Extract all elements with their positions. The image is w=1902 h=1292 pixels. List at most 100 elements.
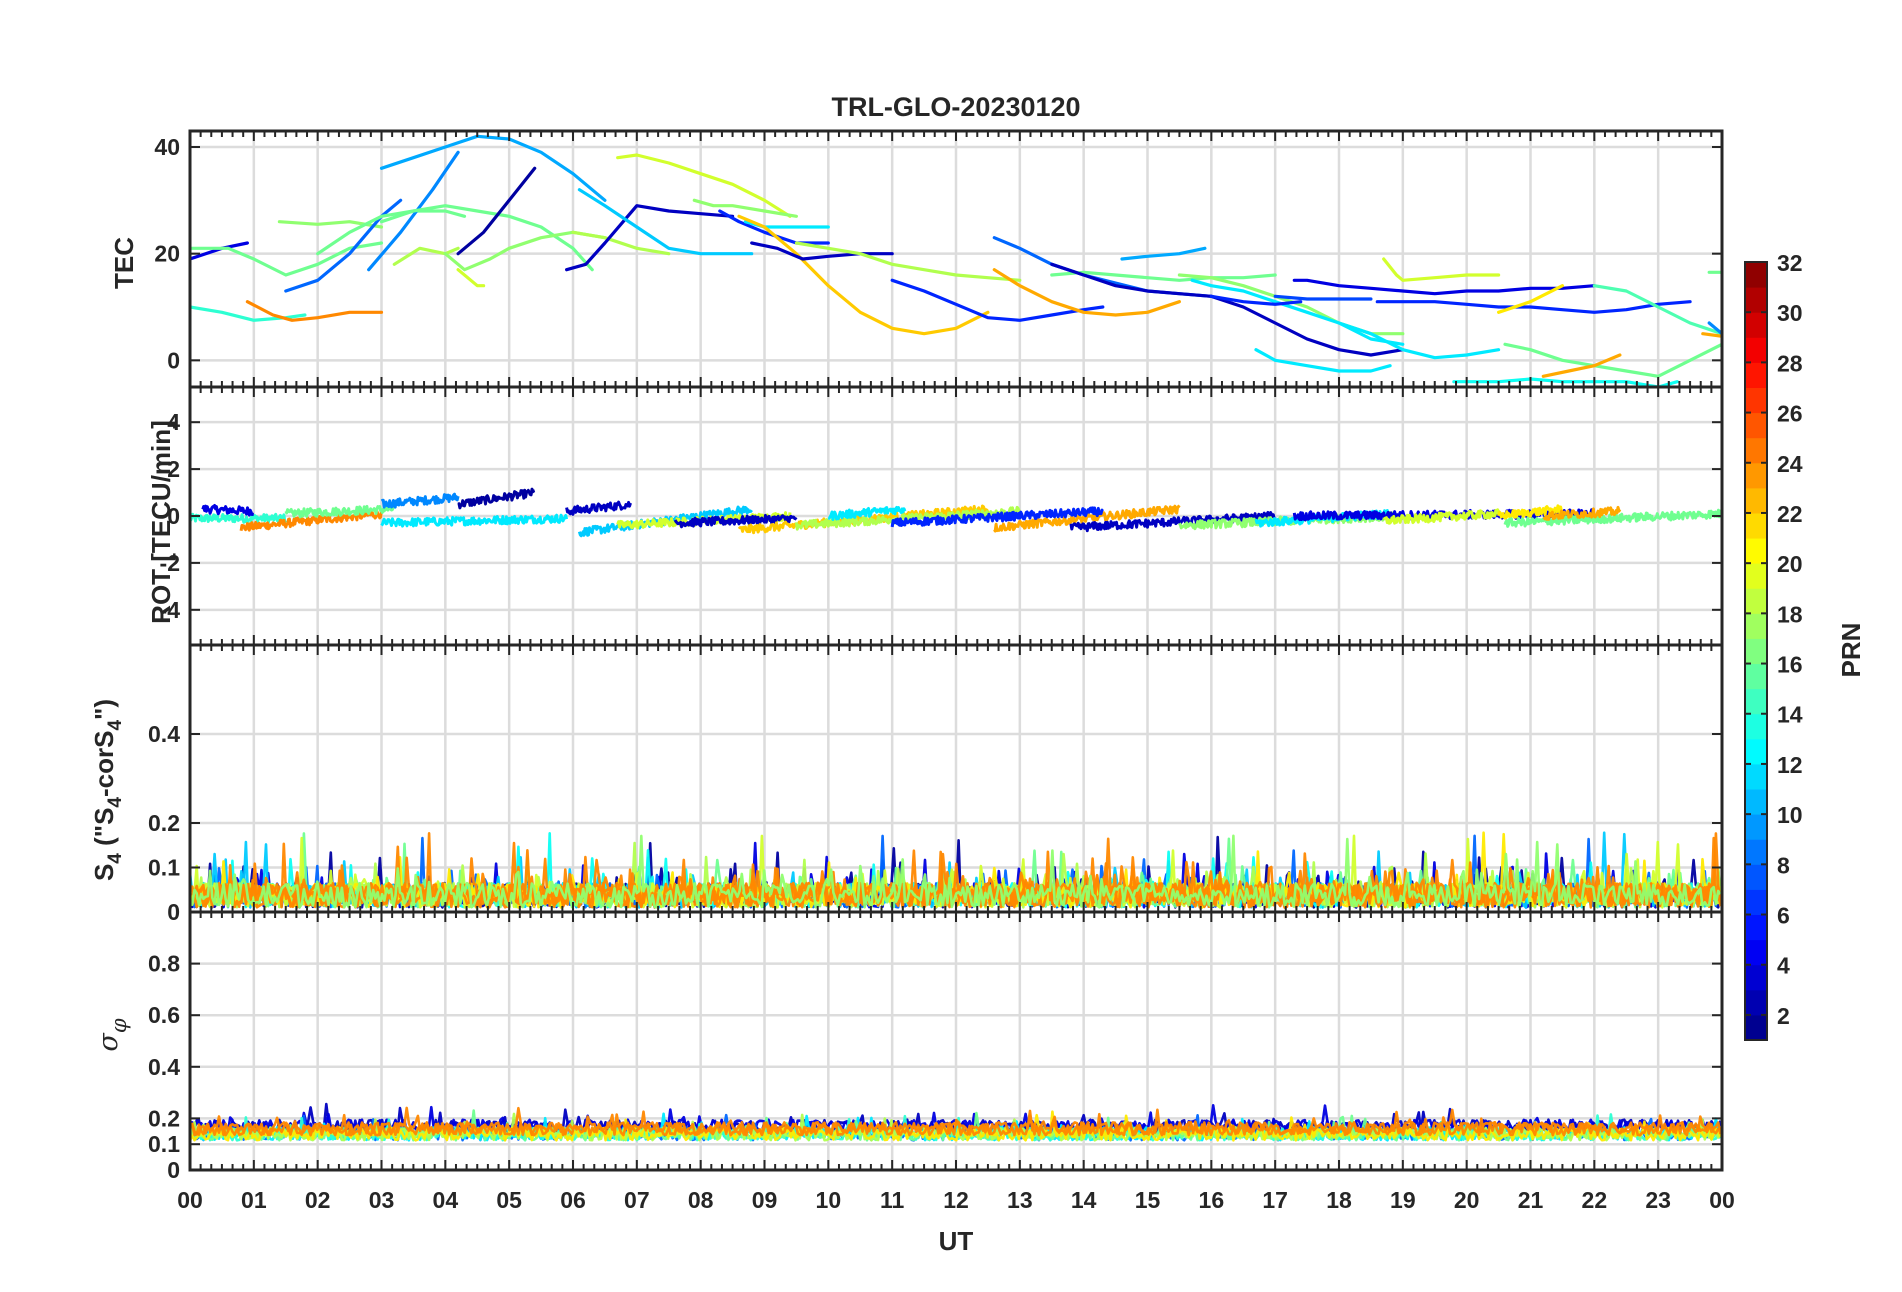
colorbar-tick-label: 8: [1777, 852, 1790, 878]
x-tick-label: 05: [496, 1187, 522, 1213]
colorbar-segment: [1745, 613, 1767, 639]
colorbar-tick-label: 16: [1777, 652, 1803, 678]
colorbar-segment: [1745, 588, 1767, 614]
s4-plot: [190, 831, 1722, 909]
tec-series-prn7: [1273, 294, 1373, 301]
rot-series-prn2: [457, 487, 536, 510]
colorbar-segment: [1745, 989, 1767, 1016]
tec-series-prn16: [190, 241, 384, 277]
x-tick-label: 00: [177, 1187, 203, 1213]
tec-series-prn23: [992, 268, 1182, 317]
s4-ytick-label: 0.1: [148, 855, 180, 881]
tec-panel: 0 20 40: [154, 129, 1724, 389]
rot-series-prn6: [890, 506, 1104, 528]
colorbar-segment: [1745, 964, 1767, 991]
tec-series-prn21: [1496, 284, 1565, 314]
rot-series-prn23: [993, 504, 1181, 533]
sigma_phi-ytick-label: 0.1: [148, 1131, 180, 1157]
tec-x-ticks: [189, 131, 1723, 387]
colorbar-segment: [1745, 889, 1767, 916]
rot-series-prn19: [1382, 508, 1501, 525]
tec-series-prn10: [1120, 246, 1207, 261]
tec-series-prn6: [890, 278, 1105, 322]
tec-series-prn6: [1209, 294, 1303, 306]
tec-series-prn14: [190, 305, 307, 322]
tec-series-prn18: [571, 230, 671, 256]
rot-ytick-label: 4: [167, 409, 180, 435]
tec-series-prn11: [577, 188, 754, 256]
x-tick-label: 04: [433, 1187, 459, 1213]
rot-panel: -4 -2 0 2 4: [160, 385, 1724, 647]
tec-series-prn12: [1190, 278, 1405, 346]
colorbar-segment: [1745, 487, 1767, 514]
tec-series-prn4: [1292, 278, 1596, 296]
x-tick-label: 03: [369, 1187, 395, 1213]
tec-series-prn22: [737, 214, 990, 336]
tec-ytick-label: 0: [167, 347, 180, 373]
rot-series-prn23: [1542, 505, 1622, 521]
tec-series-prn12: [1337, 321, 1501, 360]
svg-text:S4 ("S4-corS4"): S4 ("S4-corS4"): [89, 699, 126, 881]
colorbar-segment: [1745, 462, 1767, 489]
tec-series-prn3: [564, 204, 735, 272]
tec-ytick-label: 40: [154, 134, 180, 160]
colorbar-tick-label: 26: [1777, 401, 1803, 427]
colorbar-segment: [1745, 688, 1767, 715]
rot-series-prn16: [1503, 508, 1722, 528]
rot-series-prn3: [673, 513, 798, 529]
colorbar-tick-label: 6: [1777, 903, 1790, 929]
tec-series-prn12: [1254, 348, 1392, 373]
colorbar-tick-label: 18: [1777, 601, 1803, 627]
x-tick-label: 19: [1390, 1187, 1416, 1213]
colorbar-tick-label: 30: [1777, 300, 1803, 326]
colorbar-segment: [1745, 1014, 1767, 1041]
s4-ytick-label: 0.4: [148, 721, 180, 747]
colorbar-segment: [1745, 713, 1767, 740]
x-tick-label: 18: [1326, 1187, 1352, 1213]
tec-grid: [190, 131, 1722, 387]
tec-series-prn3: [750, 241, 894, 261]
x-tick-label: 01: [241, 1187, 267, 1213]
colorbar-segment: [1745, 839, 1767, 865]
colorbar-segment: [1745, 287, 1767, 313]
colorbar-segment: [1745, 763, 1767, 790]
colorbar-segment: [1745, 814, 1767, 840]
rot-series-prn4: [201, 503, 255, 517]
rot-ytick-label: 2: [167, 456, 180, 482]
colorbar-segment: [1745, 312, 1767, 338]
sigma_phi-plot: [190, 1102, 1722, 1142]
sigma_phi-ytick-label: 0: [167, 1157, 180, 1183]
rot-ytick-label: -4: [160, 597, 181, 623]
tec-series-prn10: [379, 134, 607, 202]
colorbar-segment: [1745, 362, 1767, 388]
x-tick-label: 12: [943, 1187, 969, 1213]
colorbar-tick-label: 32: [1777, 250, 1803, 276]
s4-ytick-label: 0.2: [148, 810, 180, 836]
x-tick-label: 21: [1518, 1187, 1544, 1213]
colorbar-tick-label: 28: [1777, 350, 1803, 376]
x-tick-label: 08: [688, 1187, 714, 1213]
x-tick-label: 06: [560, 1187, 586, 1213]
colorbar-segment: [1745, 939, 1767, 966]
colorbar-segment: [1745, 387, 1767, 414]
colorbar-segment: [1745, 738, 1767, 765]
s4-panel: 0 0.1 0.2 0.4: [148, 643, 1724, 925]
colorbar-segment: [1745, 512, 1767, 539]
sigma_phi-ytick-label: 0.6: [148, 1002, 180, 1028]
tec-series-prn23: [1541, 353, 1622, 378]
sigma-phi-panel: 00.10.2 0.4 0.6 0.8: [148, 910, 1724, 1183]
tec-series-prn3: [1050, 262, 1405, 357]
colorbar-segment: [1745, 437, 1767, 464]
colorbar-tick-label: 4: [1777, 953, 1790, 979]
colorbar-segment: [1745, 638, 1767, 665]
sigma_phi-x-ticks: [189, 912, 1723, 1170]
svg-text:σφ: σφ: [93, 1018, 131, 1051]
rot-series-prn12: [380, 513, 569, 528]
x-tick-label: 15: [1135, 1187, 1161, 1213]
y-axis-labels: TEC ROT [TECU/min] S4 ("S4-corS4") σφ: [89, 237, 176, 1052]
tec-series-prn16: [1503, 342, 1722, 378]
tec-series-prn19: [456, 268, 486, 288]
rot-series-prn14: [190, 512, 287, 524]
tec-series-prn15: [1592, 284, 1722, 336]
